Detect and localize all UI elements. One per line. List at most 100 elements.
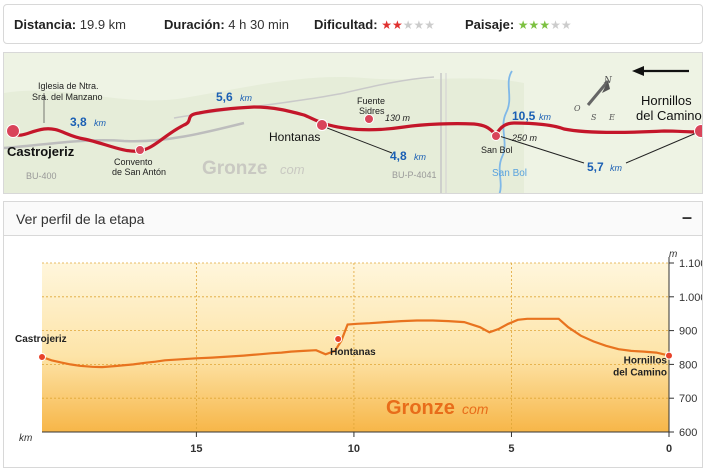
waypoint-label: Hornillos: [624, 356, 668, 367]
dist-1-unit: km: [94, 118, 107, 128]
difficulty-filled-star-icon: ★: [391, 18, 403, 32]
marker-hontanas[interactable]: [316, 119, 328, 131]
elevation-area: [41, 317, 670, 369]
y-unit-label: m: [669, 249, 677, 260]
duration-stat: Duración: 4 h 30 min: [164, 17, 289, 32]
label-fuente-2: Sidres: [359, 106, 385, 116]
compass-icon: N E O S: [574, 76, 615, 122]
x-unit-label: km: [19, 433, 32, 444]
label-convento-2: de San Antón: [112, 167, 166, 177]
axes: 600 700 800 900 1.000 1.100 0 5 10 15: [42, 257, 703, 455]
elevation-profile: 600 700 800 900 1.000 1.100 0 5 10 15 Castrojeriz…: [3, 235, 703, 468]
x-tick-label: 5: [508, 443, 514, 455]
label-church-1: Iglesia de Ntra.: [38, 81, 99, 91]
label-hontanas: Hontanas: [269, 130, 320, 144]
distance-label: Distancia:: [14, 17, 77, 32]
scenery-filled-star-icon: ★: [528, 18, 540, 32]
compass-e: E: [608, 113, 615, 122]
collapse-icon[interactable]: –: [681, 207, 692, 227]
road-bu-400: [4, 121, 245, 150]
scenery-stars: ★★★★★: [518, 18, 572, 32]
label-castrojeriz: Castrojeriz: [7, 144, 75, 159]
scenery-filled-star-icon: ★: [539, 18, 551, 32]
x-tick-label: 0: [666, 443, 672, 455]
waypoint-marker[interactable]: [334, 335, 343, 344]
y-tick-label: 600: [679, 427, 697, 439]
profile-brand-suffix: com: [462, 401, 489, 417]
dist-5-unit: km: [610, 163, 623, 173]
duration-label: Duración:: [164, 17, 225, 32]
y-tick-label: 800: [679, 359, 697, 371]
scenery-stat: Paisaje: ★★★★★: [465, 17, 572, 32]
plot-area: [42, 263, 669, 432]
dist-5-value: 5,7: [587, 160, 604, 174]
route-map[interactable]: N E O S Iglesia de Ntra. Sra. del Manzan…: [3, 52, 703, 194]
difficulty-stat: Dificultad: ★★★★★: [314, 17, 435, 32]
connector-hornillos: [625, 130, 702, 164]
dist-3-unit: km: [414, 152, 427, 162]
label-convento-1: Convento: [114, 157, 153, 167]
connector-sanbol: [495, 134, 585, 164]
compass-n: N: [603, 76, 613, 86]
direction-arrow-icon: [632, 66, 689, 76]
route-map-svg: N E O S Iglesia de Ntra. Sra. del Manzan…: [4, 53, 704, 193]
connector-hontanas: [321, 125, 393, 154]
dist-1-value: 3,8: [70, 115, 87, 129]
difficulty-empty-star-icon: ★: [424, 18, 436, 32]
distance-value: 19.9 km: [79, 17, 127, 32]
route-line: [11, 105, 702, 153]
label-hornillos-1: Hornillos: [641, 93, 692, 108]
difficulty-empty-star-icon: ★: [413, 18, 425, 32]
y-tick-label: 900: [679, 326, 697, 338]
waypoint-label: Castrojeriz: [15, 334, 67, 345]
stage-stats-bar: Distancia: 19.9 km Duración: 4 h 30 min …: [3, 4, 703, 44]
scenery-filled-star-icon: ★: [517, 18, 529, 32]
compass-o: O: [574, 104, 581, 113]
scenery-label: Paisaje:: [465, 17, 515, 32]
label-fuente-dist: 130 m: [385, 113, 411, 123]
scenery-empty-star-icon: ★: [560, 18, 572, 32]
map-brand: Gronze: [202, 158, 267, 179]
dist-4-value: 10,5: [512, 109, 536, 123]
label-road-bu-400: BU-400: [26, 171, 57, 181]
difficulty-filled-star-icon: ★: [381, 18, 392, 32]
grid-lines: [42, 262, 669, 432]
marker-convento[interactable]: [135, 145, 145, 155]
x-tick-label: 15: [190, 443, 202, 455]
dist-3-value: 4,8: [390, 149, 407, 163]
distance-stat: Distancia: 19.9 km: [14, 17, 126, 32]
marker-hornillos[interactable]: [694, 124, 704, 138]
waypoint-label: del Camino: [613, 368, 667, 379]
profile-header-title: Ver perfil de la etapa: [16, 211, 145, 227]
y-tick-label: 1.100: [679, 258, 703, 270]
dist-4-unit: km: [539, 112, 552, 122]
difficulty-stars: ★★★★★: [381, 18, 435, 32]
dist-2-unit: km: [240, 93, 253, 103]
waypoint-marker[interactable]: [38, 352, 46, 361]
x-tick-label: 10: [348, 443, 360, 455]
label-san-bol: San Bol: [481, 145, 513, 155]
terrain-shading: [4, 77, 524, 193]
scenery-empty-star-icon: ★: [550, 18, 561, 32]
label-church-2: Sra. del Manzano: [32, 92, 103, 102]
y-tick-label: 700: [679, 393, 697, 405]
profile-toggle-bar[interactable]: Ver perfil de la etapa –: [3, 201, 703, 235]
dist-2-value: 5,6: [216, 90, 233, 104]
compass-s: S: [591, 113, 597, 122]
marker-castrojeriz[interactable]: [6, 124, 20, 138]
elevation-chart: 600 700 800 900 1.000 1.100 0 5 10 15 Castrojeriz…: [15, 249, 703, 455]
marker-san-bol[interactable]: [491, 131, 501, 141]
elevation-line: [41, 317, 670, 369]
duration-value: 4 h 30 min: [228, 17, 289, 32]
label-river: San Bol: [492, 168, 527, 179]
label-fuente-1: Fuente: [357, 96, 385, 106]
river-san-bol: [498, 70, 513, 193]
label-hornillos-2: del Camino: [636, 108, 702, 123]
y-tick-label: 1.000: [679, 292, 703, 304]
profile-brand: Gronze: [386, 397, 455, 419]
waypoint-label: Hontanas: [330, 347, 376, 358]
marker-fuente-sidres[interactable]: [364, 114, 374, 124]
label-sanbol-dist: 250 m: [511, 133, 538, 143]
waypoint-marker[interactable]: [665, 351, 673, 360]
